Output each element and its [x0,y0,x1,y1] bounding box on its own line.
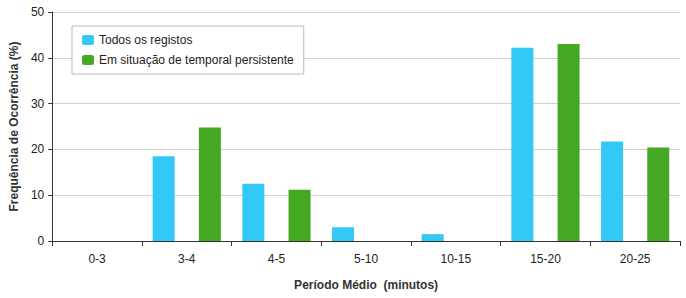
svg-text:15-20: 15-20 [530,252,561,266]
svg-text:30: 30 [31,97,45,111]
svg-text:40: 40 [31,51,45,65]
svg-text:0: 0 [38,234,45,248]
svg-text:Em situação de temporal persis: Em situação de temporal persistente [99,53,294,67]
svg-text:3-4: 3-4 [178,252,196,266]
svg-text:5-10: 5-10 [354,252,378,266]
svg-text:10: 10 [31,188,45,202]
svg-text:Todos os registos: Todos os registos [99,33,192,47]
svg-text:20: 20 [31,142,45,156]
svg-text:0-3: 0-3 [88,252,106,266]
svg-text:20-25: 20-25 [620,252,651,266]
svg-text:Frequência de Ocorrência (%): Frequência de Ocorrência (%) [7,41,21,211]
svg-text:10-15: 10-15 [440,252,471,266]
svg-text:Período Médio (minutos): Período Médio (minutos) [294,278,438,292]
svg-text:4-5: 4-5 [268,252,286,266]
svg-text:50: 50 [31,5,45,19]
